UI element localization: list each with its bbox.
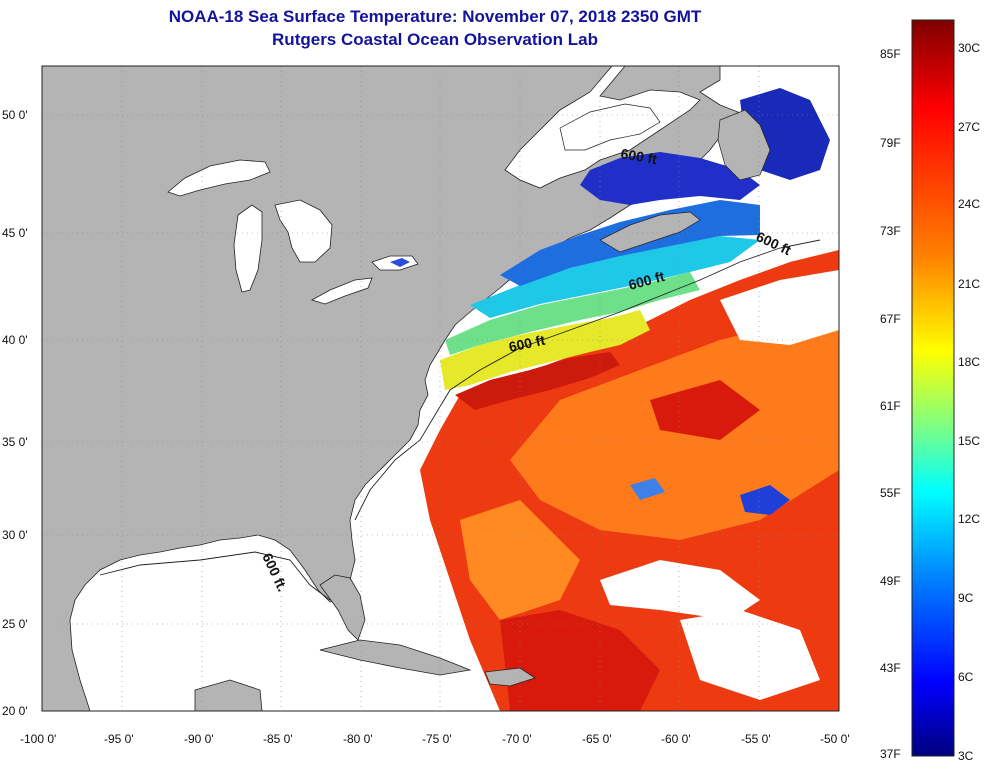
colorbar-fahrenheit-labels: 85F 79F 73F 67F 61F 55F 49F 43F 37F: [880, 47, 901, 761]
isobath-label: 600 ft: [507, 332, 546, 355]
lon-tick-label: -65 0': [582, 732, 612, 746]
colorbar-f-label: 67F: [880, 312, 901, 326]
lat-tick-label: 35 0': [2, 435, 28, 449]
colorbar-c-label: 15C: [958, 434, 980, 448]
lat-tick-label: 40 0': [2, 333, 28, 347]
sst-patch-red: [500, 610, 660, 711]
colorbar-f-label: 79F: [880, 136, 901, 150]
land-mass: [42, 66, 739, 711]
sst-green-band: [445, 272, 700, 355]
colorbar-f-label: 61F: [880, 399, 901, 413]
colorbar-c-label: 18C: [958, 355, 980, 369]
colorbar-f-label: 37F: [880, 747, 901, 761]
lon-tick-label: -90 0': [184, 732, 214, 746]
colorbar-c-label: 24C: [958, 197, 980, 211]
lat-tick-label: 25 0': [2, 617, 28, 631]
sst-deep-blue-north: [580, 152, 760, 205]
florida: [319, 574, 366, 641]
sst-patch-orange-2: [460, 500, 580, 620]
lon-tick-label: -55 0': [741, 732, 771, 746]
lon-tick-label: -70 0': [502, 732, 532, 746]
colorbar-f-label: 55F: [880, 486, 901, 500]
map-border: [41, 65, 840, 712]
lon-tick-label: -80 0': [343, 732, 373, 746]
colorbar-c-label: 6C: [958, 670, 974, 684]
lat-tick-label: 50 0': [2, 108, 28, 122]
colorbar-f-label: 49F: [880, 574, 901, 588]
colorbar: [911, 19, 955, 757]
colorbar-f-label: 43F: [880, 661, 901, 675]
lon-axis: -100 0' -95 0' -90 0' -85 0' -80 0' -75 …: [20, 732, 850, 746]
yucatan: [194, 679, 263, 711]
lake-ontario-sst: [390, 258, 410, 267]
hispaniola: [484, 667, 536, 687]
lon-tick-label: -60 0': [661, 732, 691, 746]
sst-gulf-stream: [455, 352, 620, 410]
colorbar-celsius-labels: 30C 27C 24C 21C 18C 15C 12C 9C 6C 3C: [958, 41, 980, 763]
lat-tick-label: 45 0': [2, 226, 28, 240]
cloud-patch-3: [720, 270, 839, 345]
cloud-patch-1: [600, 560, 760, 620]
newfoundland: [717, 109, 771, 181]
map-subtitle: Rutgers Coastal Ocean Observation Lab: [272, 30, 598, 49]
lon-tick-label: -85 0': [263, 732, 293, 746]
isobath-600ft: [99, 239, 821, 601]
cuba: [319, 639, 472, 676]
lat-tick-label: 20 0': [2, 704, 28, 718]
lat-tick-label: 30 0': [2, 528, 28, 542]
cloud-patch-2: [680, 610, 820, 700]
sst-yellow-band: [440, 310, 650, 390]
map-area: [42, 66, 839, 711]
nova-scotia: [599, 211, 701, 253]
colorbar-c-label: 21C: [958, 277, 980, 291]
colorbar-c-label: 3C: [958, 749, 974, 763]
lon-tick-label: -50 0': [820, 732, 850, 746]
map-title: NOAA-18 Sea Surface Temperature: Novembe…: [168, 7, 702, 26]
gulf-st-lawrence: [559, 103, 661, 151]
lake-michigan: [233, 204, 263, 293]
colorbar-c-label: 30C: [958, 41, 980, 55]
cold-patch-2: [630, 478, 665, 500]
colorbar-c-label: 12C: [958, 512, 980, 526]
lat-axis: 20 0' 25 0' 30 0' 35 0' 40 0' 45 0' 50 0…: [2, 108, 28, 718]
colorbar-c-label: 27C: [958, 120, 980, 134]
cold-patch-1: [740, 485, 790, 515]
lake-superior: [167, 159, 271, 197]
lake-erie: [310, 277, 373, 305]
lake-huron: [274, 199, 333, 263]
colorbar-c-label: 9C: [958, 591, 974, 605]
lon-tick-label: -95 0': [104, 732, 134, 746]
colorbar-f-label: 85F: [880, 47, 901, 61]
sst-patch-red-2: [650, 380, 760, 440]
isobath-label: 600 ft: [619, 145, 658, 167]
colorbar-f-label: 73F: [880, 224, 901, 238]
sst-cyan-band: [470, 236, 760, 318]
lon-tick-label: -75 0': [422, 732, 452, 746]
lon-tick-label: -100 0': [20, 732, 56, 746]
